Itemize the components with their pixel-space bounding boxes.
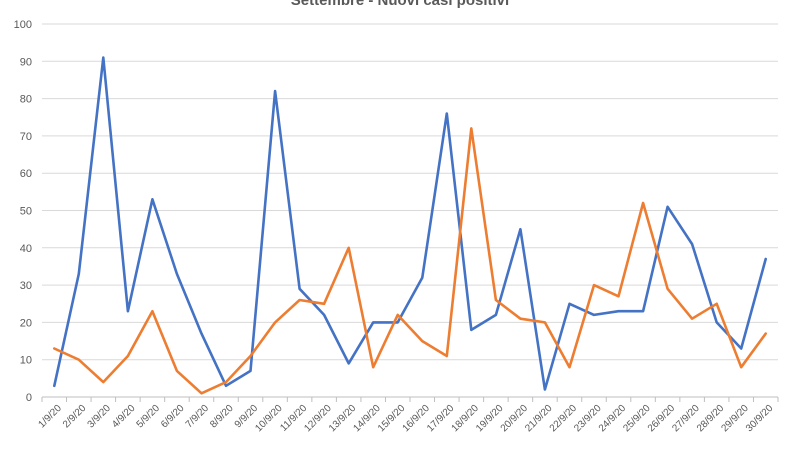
x-tick-label: 8/9/20 <box>208 403 236 431</box>
x-tick-label: 4/9/20 <box>110 403 138 431</box>
series-lines <box>52 56 768 395</box>
x-tick-label: 7/9/20 <box>184 403 212 431</box>
series-line-1 <box>52 56 768 391</box>
y-tick-label: 80 <box>20 94 32 106</box>
y-tick-label: 10 <box>20 355 32 367</box>
y-tick-label: 60 <box>20 168 32 180</box>
x-tick-label: 1/9/20 <box>36 403 64 431</box>
series-line-2 <box>52 127 768 395</box>
x-tick-label: 2/9/20 <box>61 403 89 431</box>
y-tick-label: 20 <box>20 317 32 329</box>
y-tick-label: 0 <box>26 392 32 404</box>
chart-title: Settembre - Nuovi casi positivi <box>290 0 510 9</box>
axes <box>41 396 779 402</box>
x-tick-label: 30/9/20 <box>744 403 776 435</box>
y-tick-label: 90 <box>20 56 32 68</box>
x-tick-label: 5/9/20 <box>135 403 163 431</box>
y-tick-label: 40 <box>20 243 32 255</box>
y-tick-label: 100 <box>14 19 32 31</box>
x-tick-label: 6/9/20 <box>159 403 187 431</box>
y-tick-label: 70 <box>20 131 32 143</box>
y-tick-labels: 0 10 20 30 40 50 60 70 80 90 100 <box>14 19 32 404</box>
x-tick-labels: 1/9/202/9/203/9/204/9/205/9/206/9/207/9/… <box>36 403 775 435</box>
y-tick-label: 50 <box>20 206 32 218</box>
x-tick-label: 10/9/20 <box>253 403 285 435</box>
y-tick-label: 30 <box>20 280 32 292</box>
gridlines <box>42 23 778 361</box>
x-tick-label: 3/9/20 <box>86 403 114 431</box>
